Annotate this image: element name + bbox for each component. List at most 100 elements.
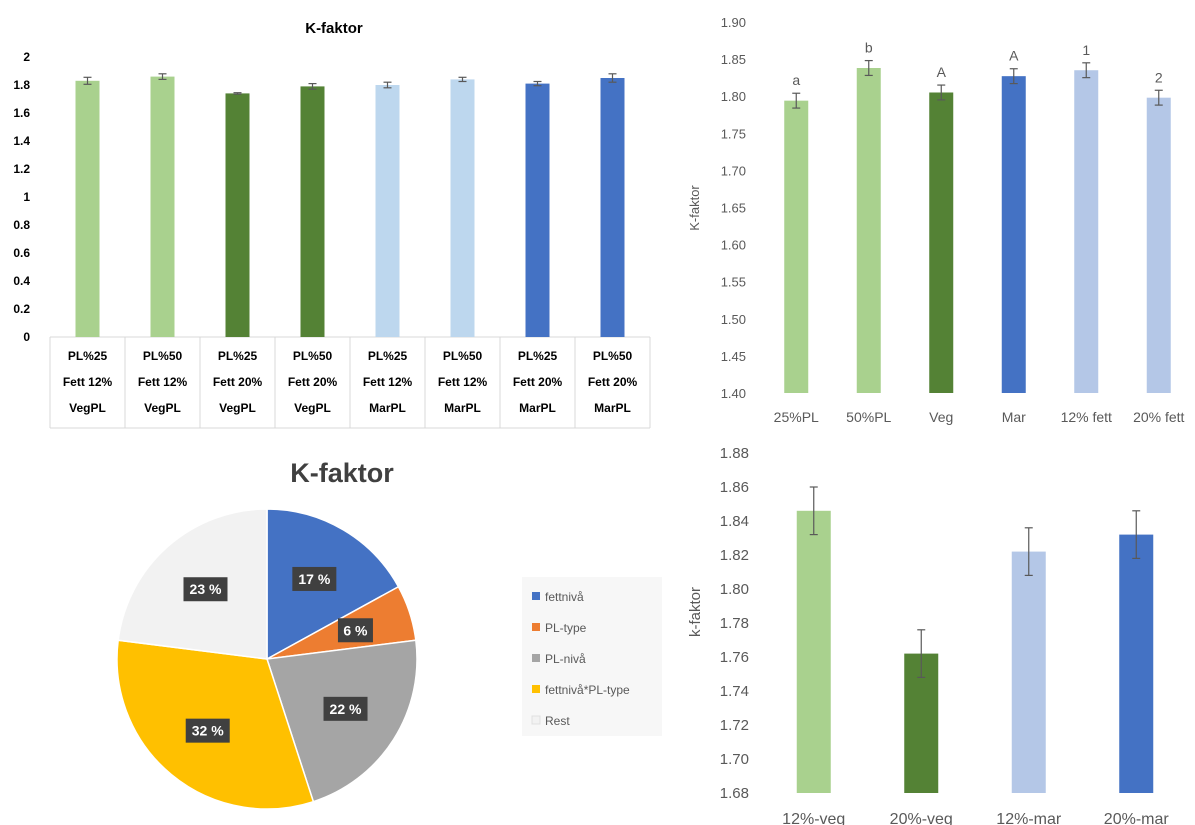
y-tick-label: 1.74 xyxy=(720,683,749,700)
y-tick-label: 1.70 xyxy=(721,163,746,178)
y-tick-label: 1.68 xyxy=(720,785,749,802)
bar xyxy=(225,93,250,338)
pie-slice xyxy=(266,639,418,803)
legend-label: fettnivå*PL-type xyxy=(545,683,630,697)
x-category-label: MarPL xyxy=(519,401,556,415)
bar xyxy=(1074,70,1099,393)
x-category-label: 20% fett xyxy=(1133,409,1184,425)
x-category-label: 25%PL xyxy=(774,409,819,425)
y-tick-label: 1.84 xyxy=(720,513,749,530)
slice-label-box xyxy=(337,618,373,643)
x-category-label: MarPL xyxy=(594,401,631,415)
bar xyxy=(796,510,831,793)
y-tick-label: 1.50 xyxy=(721,312,746,327)
x-category-label: Fett 20% xyxy=(213,375,263,389)
y-tick-label: 1.80 xyxy=(720,581,749,598)
significance-letter: 2 xyxy=(1155,69,1163,85)
slice-label-box xyxy=(185,718,230,743)
y-tick-label: 1.75 xyxy=(721,126,746,141)
x-category-label: PL%50 xyxy=(293,349,333,363)
x-category-label: Veg xyxy=(929,409,953,425)
x-category-label: Fett 20% xyxy=(588,375,638,389)
chart-k-faktor-main-effects: K-faktor 1.40 1.45 1.50 1.55 1.60 1.65 1.70 1.7… xyxy=(687,15,1185,425)
y-tick-label: 2 xyxy=(23,50,30,64)
x-category-label: PL%50 xyxy=(593,349,633,363)
y-tick-label: 1.70 xyxy=(720,751,749,768)
x-category-label: VegPL xyxy=(144,401,181,415)
y-tick-label: 1.78 xyxy=(720,615,749,632)
y-tick-label: 1.76 xyxy=(720,649,749,666)
x-category-label: Fett 12% xyxy=(63,375,113,389)
legend-swatch xyxy=(532,592,540,600)
legend-label: fettnivå xyxy=(545,590,584,604)
x-category-label: 50%PL xyxy=(846,409,891,425)
bar xyxy=(600,78,625,337)
x-category-label: VegPL xyxy=(69,401,106,415)
legend-swatch xyxy=(532,623,540,631)
bar xyxy=(1011,551,1046,793)
bar xyxy=(1146,97,1171,394)
x-category-label: Fett 20% xyxy=(288,375,338,389)
x-category-label: Mar xyxy=(1002,409,1026,425)
bar xyxy=(300,86,325,338)
pie-legend-box xyxy=(522,577,662,736)
x-category-label: PL%25 xyxy=(68,349,108,363)
x-category-label: 20%-mar xyxy=(1104,811,1170,825)
significance-letter: b xyxy=(865,40,873,56)
x-category-label: Fett 12% xyxy=(363,375,413,389)
y-tick-label: 1.88 xyxy=(720,445,749,462)
legend-swatch xyxy=(532,685,540,693)
y-tick-label: 1.85 xyxy=(721,52,746,67)
x-category-label: 12%-mar xyxy=(996,811,1062,825)
y-tick-label: 1.80 xyxy=(721,89,746,104)
chart4-ylabel: k-faktor xyxy=(687,587,704,637)
x-category-label: PL%25 xyxy=(218,349,258,363)
significance-letter: A xyxy=(937,64,947,80)
slice-label: 22 % xyxy=(330,701,362,717)
x-category-label: Fett 20% xyxy=(513,375,563,389)
y-tick-label: 0.8 xyxy=(13,218,30,232)
legend-label: PL-nivå xyxy=(545,652,586,666)
legend-label: PL-type xyxy=(545,621,587,635)
x-category-label: 12% fett xyxy=(1061,409,1112,425)
y-tick-label: 1.4 xyxy=(13,134,30,148)
legend-label: Rest xyxy=(545,714,570,728)
slice-label-box xyxy=(323,696,368,721)
chart3-title: K-faktor xyxy=(290,458,394,488)
y-tick-label: 1.8 xyxy=(13,78,30,92)
x-category-label: PL%50 xyxy=(443,349,483,363)
y-tick-label: 1.65 xyxy=(721,201,746,216)
x-category-label: 12%-veg xyxy=(782,811,845,825)
x-category-label: PL%25 xyxy=(518,349,558,363)
chart-k-faktor-groups: K-faktor 0 0.2 0.4 0.6 0.8 1 1.2 1.4 1.6 1.8 2 PL%… xyxy=(13,20,651,429)
legend-swatch xyxy=(532,654,540,662)
significance-letter: a xyxy=(792,72,800,88)
bar xyxy=(1119,534,1154,793)
slice-label: 23 % xyxy=(190,581,222,597)
y-tick-label: 0.2 xyxy=(13,302,30,316)
y-tick-label: 1.40 xyxy=(721,386,746,401)
y-tick-label: 0.4 xyxy=(13,274,30,288)
y-tick-label: 1.90 xyxy=(721,15,746,30)
bar xyxy=(450,79,475,338)
chart2-ylabel: K-faktor xyxy=(687,185,702,231)
y-tick-label: 1.60 xyxy=(721,238,746,253)
slice-label-box xyxy=(292,566,337,591)
x-category-label: PL%25 xyxy=(368,349,408,363)
chart-k-faktor-pie: K-faktor 17 % 6 % 22 % 32 % 23 % fettnivå PL-… xyxy=(116,458,662,810)
y-tick-label: 1.86 xyxy=(720,479,749,496)
slice-label-box xyxy=(183,577,228,602)
y-tick-label: 1.2 xyxy=(13,162,30,176)
y-tick-label: 0 xyxy=(23,330,30,344)
bar xyxy=(929,92,954,394)
x-category-label: MarPL xyxy=(444,401,481,415)
legend-swatch xyxy=(531,715,541,725)
slice-label: 32 % xyxy=(192,723,224,739)
y-tick-label: 1.6 xyxy=(13,106,30,120)
bar xyxy=(150,76,175,337)
chart1-title: K-faktor xyxy=(305,20,363,37)
bar xyxy=(856,68,881,393)
y-tick-label: 1.45 xyxy=(721,349,746,364)
x-category-label: Fett 12% xyxy=(138,375,188,389)
x-category-label: 20%-veg xyxy=(890,811,953,825)
